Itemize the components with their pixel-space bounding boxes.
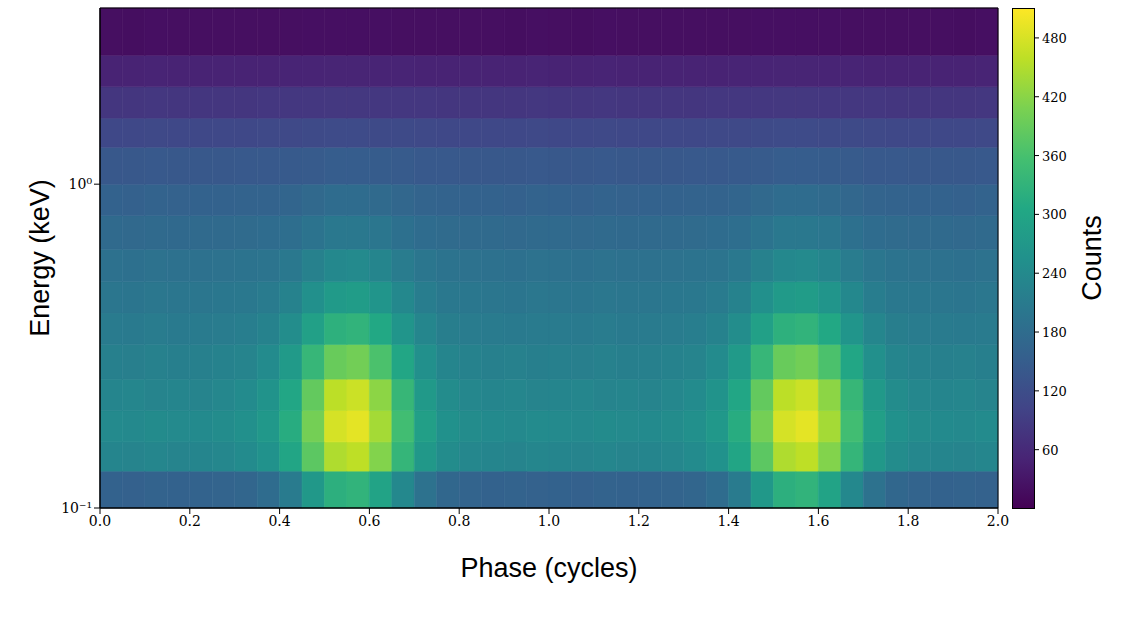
svg-text:0.0: 0.0 [89, 513, 111, 529]
html-text:Phase (cycles): Phase (cycles) [460, 553, 638, 583]
svg-text:480: 480 [1042, 31, 1067, 46]
svg-text:0.4: 0.4 [268, 513, 290, 529]
svg-text:420: 420 [1042, 90, 1067, 105]
svg-text:1.6: 1.6 [807, 513, 829, 529]
svg-text:60: 60 [1042, 443, 1059, 458]
svg-text:0.8: 0.8 [448, 513, 470, 529]
svg-text:10⁰: 10⁰ [69, 176, 93, 192]
svg-text:240: 240 [1042, 266, 1067, 281]
svg-text:2.0: 2.0 [987, 513, 1009, 529]
svg-text:1.8: 1.8 [897, 513, 919, 529]
svg-text:360: 360 [1042, 149, 1067, 164]
svg-text:1.4: 1.4 [717, 513, 739, 529]
html-text:Energy (keV): Energy (keV) [25, 179, 55, 337]
html-text:Counts: Counts [1077, 215, 1107, 301]
svg-text:1.2: 1.2 [628, 513, 650, 529]
svg-text:300: 300 [1042, 207, 1067, 222]
svg-text:1.0: 1.0 [538, 513, 560, 529]
svg-text:120: 120 [1042, 384, 1067, 399]
svg-text:10⁻¹: 10⁻¹ [61, 500, 92, 516]
svg-text:180: 180 [1042, 325, 1067, 340]
svg-text:0.2: 0.2 [179, 513, 201, 529]
svg-text:0.6: 0.6 [358, 513, 380, 529]
